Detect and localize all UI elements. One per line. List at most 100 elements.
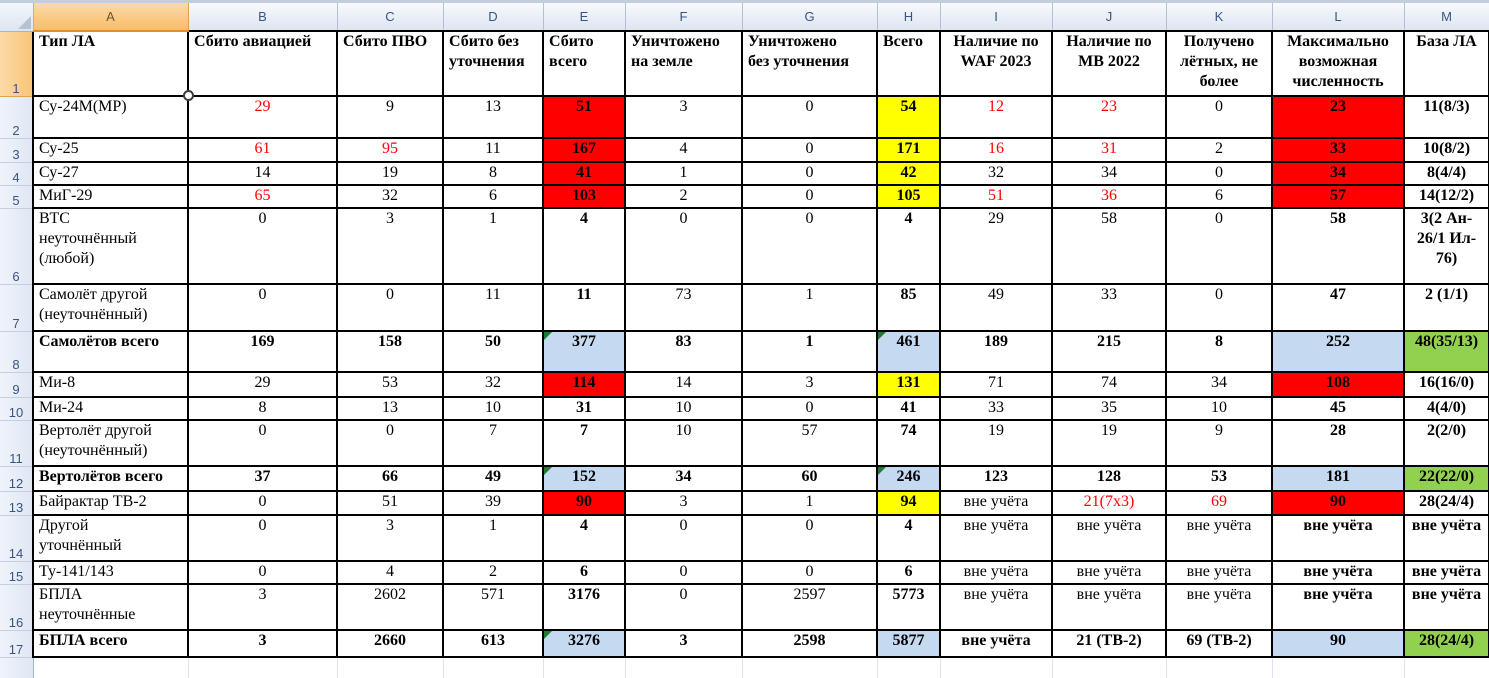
cell-C18[interactable]	[337, 657, 444, 678]
cell-L16[interactable]: вне учёта	[1271, 583, 1405, 631]
row-header-11[interactable]: 11	[0, 420, 34, 467]
cell-E14[interactable]: 4	[542, 514, 626, 562]
fill-handle[interactable]	[183, 90, 194, 101]
column-header-I[interactable]: I	[940, 3, 1053, 32]
cell-C1[interactable]: Сбито ПВО	[336, 30, 444, 97]
cell-H12[interactable]: 246	[876, 465, 941, 492]
cell-M14[interactable]: вне учёта	[1403, 514, 1489, 562]
column-header-D[interactable]: D	[443, 3, 544, 32]
cell-G18[interactable]	[742, 657, 878, 678]
cell-F12[interactable]: 34	[624, 465, 743, 492]
cell-L2[interactable]: 23	[1271, 95, 1405, 139]
cell-C12[interactable]: 66	[336, 465, 444, 492]
cell-H7[interactable]: 85	[876, 283, 941, 332]
cell-F13[interactable]: 3	[624, 490, 743, 516]
cell-G12[interactable]: 60	[741, 465, 878, 492]
cell-I8[interactable]: 189	[939, 330, 1053, 373]
cell-J17[interactable]: 21 (ТВ-2)	[1051, 629, 1167, 658]
cell-E3[interactable]: 167	[542, 137, 626, 163]
cell-G14[interactable]: 0	[741, 514, 878, 562]
cell-J2[interactable]: 23	[1051, 95, 1167, 139]
cell-D2[interactable]: 13	[442, 95, 544, 139]
cell-F1[interactable]: Уничтожено на земле	[624, 30, 743, 97]
cell-K13[interactable]: 69	[1165, 490, 1273, 516]
cell-H11[interactable]: 74	[876, 419, 941, 467]
column-header-K[interactable]: K	[1166, 3, 1273, 32]
cell-L12[interactable]: 181	[1271, 465, 1405, 492]
cell-M1[interactable]: База ЛА	[1403, 30, 1489, 97]
cell-D16[interactable]: 571	[442, 583, 544, 631]
cell-H2[interactable]: 54	[876, 95, 941, 139]
cell-B7[interactable]: 0	[187, 283, 338, 332]
cell-E7[interactable]: 11	[542, 283, 626, 332]
cell-A11[interactable]: Вертолёт другой (неуточнённый)	[32, 419, 189, 467]
cell-L5[interactable]: 57	[1271, 184, 1405, 209]
row-header-1[interactable]: 1	[0, 31, 34, 97]
cell-A15[interactable]: Ту-141/143	[32, 560, 189, 585]
cell-G15[interactable]: 0	[741, 560, 878, 585]
cell-K18[interactable]	[1166, 657, 1273, 678]
cell-E6[interactable]: 4	[542, 207, 626, 285]
cell-H9[interactable]: 131	[876, 371, 941, 398]
cell-F18[interactable]	[625, 657, 743, 678]
cell-I4[interactable]: 32	[939, 161, 1053, 186]
cell-D1[interactable]: Сбито без уточнения	[442, 30, 544, 97]
cell-F7[interactable]: 73	[624, 283, 743, 332]
cell-B2[interactable]: 29	[187, 95, 338, 139]
cell-M5[interactable]: 14(12/2)	[1403, 184, 1489, 209]
cell-K8[interactable]: 8	[1165, 330, 1273, 373]
cell-F2[interactable]: 3	[624, 95, 743, 139]
cell-L10[interactable]: 45	[1271, 396, 1405, 421]
cell-A7[interactable]: Самолёт другой (неуточнённый)	[32, 283, 189, 332]
cell-D13[interactable]: 39	[442, 490, 544, 516]
cell-G1[interactable]: Уничтожено без уточнения	[741, 30, 878, 97]
cell-I12[interactable]: 123	[939, 465, 1053, 492]
cell-J6[interactable]: 58	[1051, 207, 1167, 285]
cell-G17[interactable]: 2598	[741, 629, 878, 658]
cell-H5[interactable]: 105	[876, 184, 941, 209]
cell-F10[interactable]: 10	[624, 396, 743, 421]
cell-L14[interactable]: вне учёта	[1271, 514, 1405, 562]
cell-B14[interactable]: 0	[187, 514, 338, 562]
cell-D10[interactable]: 10	[442, 396, 544, 421]
row-header-16[interactable]: 16	[0, 584, 34, 631]
cell-D15[interactable]: 2	[442, 560, 544, 585]
cell-I1[interactable]: Наличие по WAF 2023	[939, 30, 1053, 97]
cell-A18[interactable]	[33, 657, 189, 678]
cell-I7[interactable]: 49	[939, 283, 1053, 332]
cell-D8[interactable]: 50	[442, 330, 544, 373]
cell-K1[interactable]: Получено лётных, не более	[1165, 30, 1273, 97]
cell-J11[interactable]: 19	[1051, 419, 1167, 467]
row-header-15[interactable]: 15	[0, 561, 34, 585]
cell-F15[interactable]: 0	[624, 560, 743, 585]
cell-B17[interactable]: 3	[187, 629, 338, 658]
cell-K2[interactable]: 0	[1165, 95, 1273, 139]
cell-M13[interactable]: 28(24/4)	[1403, 490, 1489, 516]
cell-F16[interactable]: 0	[624, 583, 743, 631]
cell-J5[interactable]: 36	[1051, 184, 1167, 209]
cell-G5[interactable]: 0	[741, 184, 878, 209]
row-header-13[interactable]: 13	[0, 491, 34, 516]
cell-D12[interactable]: 49	[442, 465, 544, 492]
cell-I13[interactable]: вне учёта	[939, 490, 1053, 516]
cell-H8[interactable]: 461	[876, 330, 941, 373]
cell-A3[interactable]: Су-25	[32, 137, 189, 163]
cell-I5[interactable]: 51	[939, 184, 1053, 209]
cell-C8[interactable]: 158	[336, 330, 444, 373]
column-header-B[interactable]: B	[188, 3, 338, 32]
row-header-5[interactable]: 5	[0, 185, 34, 209]
cell-E2[interactable]: 51	[542, 95, 626, 139]
column-header-E[interactable]: E	[543, 3, 626, 32]
cell-B5[interactable]: 65	[187, 184, 338, 209]
cell-K4[interactable]: 0	[1165, 161, 1273, 186]
cell-M12[interactable]: 22(22/0)	[1403, 465, 1489, 492]
cell-E5[interactable]: 103	[542, 184, 626, 209]
row-header-3[interactable]: 3	[0, 138, 34, 163]
cell-F17[interactable]: 3	[624, 629, 743, 658]
cell-J15[interactable]: вне учёта	[1051, 560, 1167, 585]
cell-M18[interactable]	[1404, 657, 1489, 678]
cell-J13[interactable]: 21(7х3)	[1051, 490, 1167, 516]
cell-B9[interactable]: 29	[187, 371, 338, 398]
cell-C7[interactable]: 0	[336, 283, 444, 332]
cell-A13[interactable]: Байрактар ТВ-2	[32, 490, 189, 516]
